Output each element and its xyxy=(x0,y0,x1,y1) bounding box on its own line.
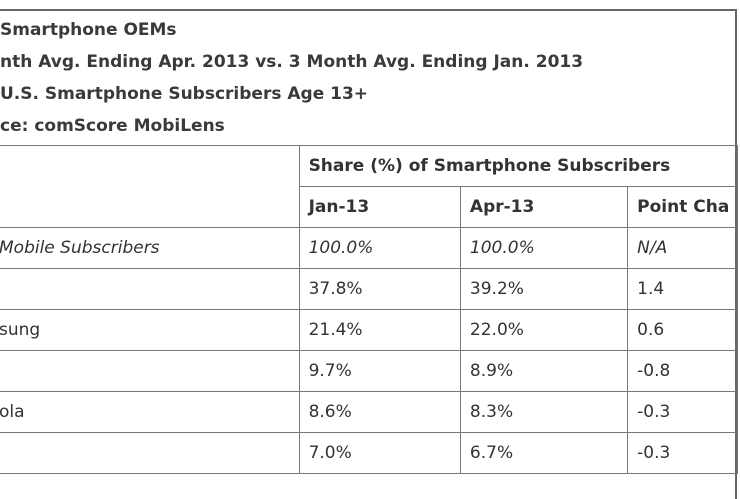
cell: 1.4 xyxy=(627,268,738,310)
row-label xyxy=(0,432,300,474)
cell: 8.6% xyxy=(298,391,461,433)
cell: -0.3 xyxy=(627,432,738,474)
cell: 100.0% xyxy=(459,227,629,269)
header-row: Share (%) of Smartphone Subscribers xyxy=(0,145,739,228)
cell: N/A xyxy=(627,227,738,269)
column-header: Apr-13 xyxy=(459,186,629,228)
row: 9.7% 8.9% -0.8 xyxy=(0,350,738,392)
cell: 22.0% xyxy=(459,309,629,351)
row-label: sung xyxy=(0,309,300,351)
title-line: ce: comScore MobiLens xyxy=(0,116,225,136)
row: ola 8.6% 8.3% -0.3 xyxy=(0,391,738,433)
header-row: Jan-13 Apr-13 Point Cha xyxy=(0,186,738,228)
title-line: U.S. Smartphone Subscribers Age 13+ xyxy=(0,84,369,104)
row-label: ola xyxy=(0,391,300,433)
group-header: Share (%) of Smartphone Subscribers xyxy=(298,145,739,187)
cell: 8.3% xyxy=(459,391,629,433)
cell: 0.6 xyxy=(627,309,738,351)
cell: -0.8 xyxy=(627,350,738,392)
row: 7.0% 6.7% -0.3 xyxy=(0,432,738,474)
cell: 37.8% xyxy=(298,268,461,310)
row: 37.8% 39.2% 1.4 xyxy=(0,268,738,310)
cell: 39.2% xyxy=(459,268,629,310)
cell: 7.0% xyxy=(298,432,461,474)
cell xyxy=(0,145,300,228)
row-label: Mobile Subscribers xyxy=(0,227,300,269)
row: Mobile Subscribers 100.0% 100.0% N/A xyxy=(0,227,738,269)
title-line: nth Avg. Ending Apr. 2013 vs. 3 Month Av… xyxy=(0,52,584,72)
row: sung 21.4% 22.0% 0.6 xyxy=(0,309,738,351)
cell: 9.7% xyxy=(298,350,461,392)
title-line: Smartphone OEMs xyxy=(0,20,177,40)
cell: -0.3 xyxy=(627,391,738,433)
row-label xyxy=(0,268,300,310)
cell: 21.4% xyxy=(298,309,461,351)
cell: 8.9% xyxy=(459,350,629,392)
column-header: Jan-13 xyxy=(298,186,461,228)
cell: 6.7% xyxy=(459,432,629,474)
cell: 100.0% xyxy=(298,227,461,269)
table: Share (%) of Smartphone Subscribers Jan-1… xyxy=(0,145,739,474)
row-label xyxy=(0,350,300,392)
column-header: Point Cha xyxy=(627,186,738,228)
